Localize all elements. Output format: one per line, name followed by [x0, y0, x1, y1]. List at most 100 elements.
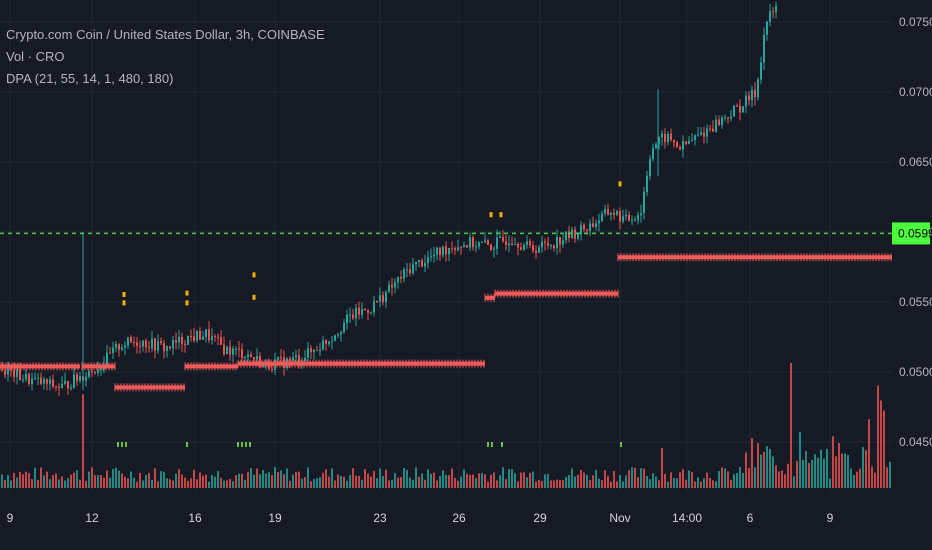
volume-bar: [154, 468, 156, 488]
candle-body: [139, 345, 141, 347]
candle-body: [700, 132, 702, 135]
candle-body: [469, 237, 471, 248]
volume-bar: [385, 469, 387, 488]
candle-body: [727, 117, 729, 119]
volume-bar: [55, 473, 57, 488]
signal-marker: [252, 294, 256, 300]
candle-body: [127, 337, 129, 346]
volume-bar: [691, 471, 693, 488]
legend-volume[interactable]: Vol · CRO: [6, 49, 65, 64]
candle-body: [526, 241, 528, 245]
volume-bar: [214, 476, 216, 488]
time-tick-label: 16: [188, 511, 202, 525]
volume-bar: [823, 458, 825, 488]
volume-bar: [733, 474, 735, 488]
time-tick-label: 26: [452, 511, 466, 525]
volume-bar: [484, 474, 486, 488]
volume-bar: [259, 474, 261, 488]
candle-body: [373, 301, 375, 313]
volume-bar: [184, 477, 186, 488]
candle-body: [520, 247, 522, 250]
volume-bar: [16, 477, 18, 488]
candle-body: [394, 282, 396, 288]
volume-bar: [583, 472, 585, 488]
volume-bar: [265, 473, 267, 488]
candle-body: [28, 373, 30, 384]
candle-body: [505, 241, 507, 246]
volume-bar: [769, 449, 771, 488]
candle-body: [7, 368, 9, 375]
candle-body: [130, 337, 132, 343]
candle-body: [376, 301, 378, 303]
candle-body: [493, 248, 495, 250]
volume-bar: [709, 477, 711, 488]
candle-body: [301, 360, 303, 363]
volume-bar: [427, 469, 429, 488]
signal-marker: [618, 181, 622, 187]
candle-body: [31, 378, 33, 384]
candle-body: [415, 261, 417, 265]
candle-body: [211, 336, 213, 341]
candle-body: [253, 357, 255, 360]
candle-body: [595, 223, 597, 227]
volume-bar: [703, 478, 705, 488]
candle-body: [619, 211, 621, 222]
volume-bar: [730, 479, 732, 488]
volume-bar: [505, 479, 507, 488]
volume-bar: [361, 479, 363, 488]
time-tick-label: 9: [827, 511, 834, 525]
candle-body: [217, 336, 219, 338]
volume-bar: [181, 474, 183, 488]
volume-bar: [331, 468, 333, 488]
volume-bar: [79, 479, 81, 488]
volume-bar: [13, 472, 15, 488]
candle-body: [106, 352, 108, 365]
volume-signal-marker: [487, 442, 489, 447]
volume-bar: [100, 474, 102, 488]
candle-body: [715, 119, 717, 132]
legend-symbol[interactable]: Crypto.com Coin / United States Dollar, …: [6, 27, 325, 42]
volume-bar: [661, 448, 663, 488]
volume-bar: [277, 471, 279, 488]
candle-body: [148, 347, 150, 349]
candle-body: [661, 133, 663, 138]
volume-bar: [307, 467, 309, 488]
volume-bar: [721, 467, 723, 488]
candle-body: [22, 379, 24, 381]
volume-bar: [646, 475, 648, 488]
candle-body: [613, 212, 615, 215]
candle-body: [397, 276, 399, 283]
legend-indicator[interactable]: DPA (21, 55, 14, 1, 480, 180): [6, 71, 174, 86]
volume-bar: [370, 476, 372, 488]
candle-body: [331, 340, 333, 342]
candle-body: [721, 117, 723, 126]
candle-body: [445, 246, 447, 255]
volume-bar: [754, 467, 756, 488]
volume-bar: [52, 475, 54, 488]
candle-body: [610, 212, 612, 215]
volume-bar: [820, 449, 822, 488]
candle-body: [490, 244, 492, 250]
volume-bar: [781, 470, 783, 488]
volume-bar: [202, 475, 204, 488]
candle-body: [448, 248, 450, 255]
candle-body: [430, 256, 432, 258]
volume-bar: [382, 476, 384, 488]
volume-bar: [442, 470, 444, 488]
candle-body: [391, 284, 393, 288]
volume-bar: [748, 468, 750, 488]
candle-body: [457, 247, 459, 251]
volume-bar: [268, 472, 270, 488]
candle-body: [670, 133, 672, 141]
volume-bar: [313, 478, 315, 488]
candle-body: [316, 350, 318, 352]
candle-body: [589, 223, 591, 231]
candle-body: [736, 105, 738, 107]
candle-body: [580, 224, 582, 235]
candle-body: [502, 236, 504, 242]
candle-body: [25, 373, 27, 380]
volume-bar: [562, 480, 564, 488]
